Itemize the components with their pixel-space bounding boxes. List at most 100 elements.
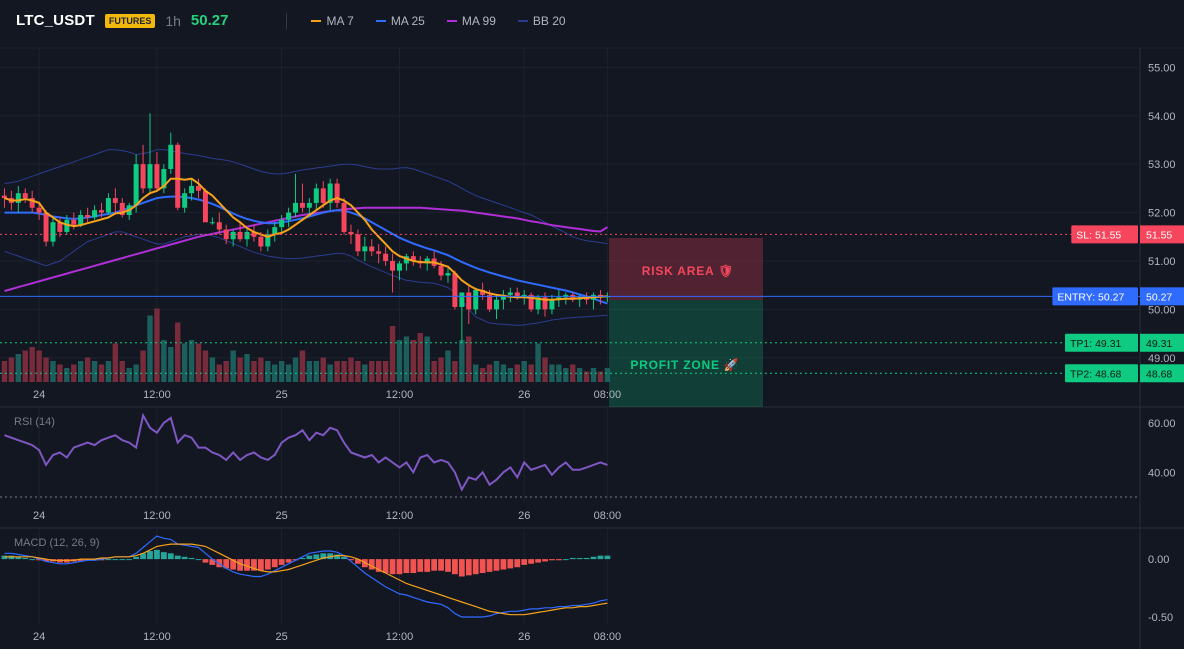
candle-body	[258, 236, 264, 247]
candle-body	[396, 263, 402, 271]
candle-body	[272, 227, 278, 235]
macd-hist-bar	[445, 559, 451, 572]
macd-hist-bar	[382, 559, 389, 574]
volume-bar	[424, 336, 430, 382]
volume-bar	[216, 364, 222, 382]
stop-loss-price-label: 51.55	[1146, 229, 1172, 241]
macd-hist-bar	[209, 559, 216, 565]
macd-hist-bar	[202, 559, 209, 563]
last-price: 50.27	[190, 12, 229, 29]
volume-bar	[320, 357, 326, 382]
macd-hist-bar	[486, 559, 493, 572]
legend-ma7[interactable]: MA 7	[311, 14, 354, 28]
macd-hist-bar	[465, 559, 472, 576]
bb-upper-line	[4, 149, 608, 245]
volume-bar	[140, 350, 146, 382]
volume-bar	[403, 336, 410, 382]
volume-bar	[168, 347, 174, 382]
symbol-name[interactable]: LTC_USDT	[16, 12, 95, 29]
macd-hist-bar	[167, 553, 174, 560]
macd-hist-bar	[251, 559, 257, 571]
candle-body	[147, 164, 153, 189]
time-tick-label: 08:00	[594, 631, 622, 643]
candle-body	[279, 219, 285, 228]
volume-bar	[570, 364, 576, 382]
risk-zone	[609, 238, 763, 300]
volume-bar	[161, 340, 167, 382]
volume-bar	[71, 364, 77, 382]
volume-bar	[306, 361, 313, 382]
take-profit-2-label: TP2: 48.68	[1070, 368, 1122, 380]
volume-bar	[223, 361, 229, 382]
volume-bar	[278, 361, 285, 382]
macd-hist-bar	[244, 559, 250, 571]
volume-bar	[50, 361, 56, 382]
volume-bar	[355, 361, 361, 382]
candle-body	[452, 273, 458, 307]
time-tick-label: 26	[518, 510, 530, 522]
volume-bar	[382, 361, 389, 382]
macd-hist-bar	[528, 559, 535, 564]
candle-body	[29, 198, 35, 208]
macd-hist-bar	[119, 559, 126, 561]
candle-body	[376, 251, 382, 254]
candle-body	[355, 234, 361, 252]
macd-hist-bar	[285, 559, 292, 563]
volume-bar	[8, 357, 15, 382]
macd-hist-bar	[535, 559, 541, 563]
volume-bar	[500, 364, 507, 382]
macd-hist-bar	[368, 559, 375, 570]
macd-hist-bar	[590, 556, 597, 560]
time-axes: 24 12:00 25 12:00 26 08:00 24 12:00 25 12:00 26 08:…	[33, 389, 621, 643]
macd-hist-bar	[230, 559, 237, 570]
candle-body	[320, 188, 326, 203]
macd-hist-bar	[604, 555, 611, 560]
macd-hist-bar	[160, 552, 167, 560]
volume-bar	[195, 343, 202, 382]
candle-body	[92, 210, 98, 218]
macd-hist-bar	[77, 559, 84, 562]
volume-bar	[209, 357, 216, 382]
entry-price-label: 50.27	[1146, 291, 1172, 303]
candle-body	[424, 258, 430, 264]
volume-bar	[583, 371, 590, 382]
time-tick-label: 12:00	[386, 389, 414, 401]
candle-body	[473, 290, 479, 310]
macd-hist-bar	[147, 551, 153, 560]
macd-hist-bar	[195, 559, 202, 561]
time-tick-label: 24	[33, 631, 45, 643]
take-profit-1-tag	[1065, 333, 1138, 352]
candle-body	[71, 219, 77, 225]
macd-hist-bar	[334, 554, 341, 560]
legend-ma99[interactable]: MA 99	[446, 14, 496, 28]
candle-body	[168, 144, 174, 170]
price-tick-label: 54.00	[1148, 111, 1176, 123]
macd-hist-bar	[237, 559, 243, 571]
macd-pane: MACD (12, 26, 9)	[1, 535, 611, 618]
price-tick-label: 53.00	[1148, 159, 1176, 171]
entry-price-tag	[1140, 287, 1184, 306]
volume-bar	[1, 361, 8, 382]
candle-body	[445, 273, 451, 276]
macd-hist-bar	[320, 553, 327, 560]
candle-body	[542, 297, 548, 310]
volume-bar	[147, 315, 153, 382]
candle-body	[15, 193, 21, 203]
grid-lines	[0, 48, 1140, 624]
candle-body	[466, 292, 472, 310]
volume-bar	[57, 364, 63, 382]
candle-body	[410, 256, 416, 261]
volume-bar	[91, 361, 98, 382]
macd-hist-bar	[438, 559, 444, 571]
legend-bb20[interactable]: BB 20	[517, 14, 566, 28]
candle-body	[154, 164, 160, 189]
macd-hist-bar	[452, 559, 458, 575]
take-profit-1-price-label: 49.31	[1146, 338, 1172, 350]
candle-body	[528, 294, 534, 310]
rsi-tick-label: 40.00	[1148, 467, 1176, 479]
take-profit-2-price-tag	[1140, 364, 1184, 383]
volume-bar	[43, 357, 49, 382]
legend-ma25[interactable]: MA 25	[375, 14, 425, 28]
timeframe-label[interactable]: 1h	[165, 12, 181, 29]
